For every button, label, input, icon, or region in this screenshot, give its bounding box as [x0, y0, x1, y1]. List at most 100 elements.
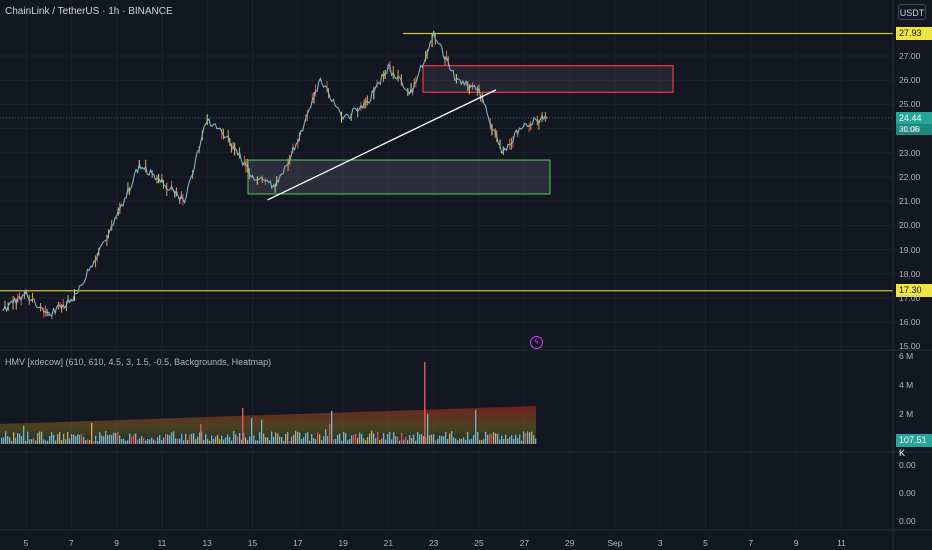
volume-bar	[205, 433, 207, 444]
volume-bar	[61, 439, 63, 444]
volume-bar	[495, 433, 497, 444]
volume-bar	[53, 435, 55, 444]
price-point	[319, 79, 322, 81]
volume-bar	[267, 437, 269, 444]
horizontal-levels	[0, 32, 893, 292]
date-tick-label: 25	[474, 538, 484, 548]
volume-bar	[173, 431, 175, 444]
indicator-title[interactable]: HMV [xdecow] (610, 610, 4.5, 3, 1.5, -0.…	[5, 357, 272, 367]
volume-bar	[345, 433, 347, 444]
price-point	[25, 292, 27, 294]
volume-bar	[425, 437, 427, 444]
volume-bar	[25, 440, 27, 444]
volume-bar	[527, 431, 529, 444]
volume-bar	[87, 439, 89, 444]
volume-bar	[1, 437, 3, 444]
currency-button[interactable]: USDT	[898, 4, 926, 20]
volume-bar	[297, 431, 299, 444]
volume-bar	[435, 440, 437, 444]
volume-bar	[49, 436, 51, 444]
volume-bar	[51, 432, 53, 444]
volume-bar	[177, 438, 179, 444]
volume-bar	[489, 433, 491, 444]
volume-pane	[0, 362, 537, 444]
volume-bar	[329, 423, 331, 444]
volume-bar	[379, 440, 381, 444]
volume-bar	[79, 434, 81, 444]
volume-bar	[281, 437, 283, 444]
volume-bar	[229, 436, 231, 444]
volume-bar	[493, 431, 495, 444]
volume-bar	[365, 440, 367, 444]
volume-bar	[285, 433, 287, 444]
volume-bar	[403, 439, 405, 444]
volume-bar	[135, 433, 137, 444]
volume-bar	[295, 431, 297, 444]
volume-bar	[47, 440, 49, 444]
volume-bar	[299, 432, 301, 444]
price-tick-label: 16.00	[899, 317, 921, 328]
volume-bar	[395, 436, 397, 444]
volume-bar	[199, 432, 201, 444]
volume-bar	[367, 436, 369, 444]
date-tick-label: 21	[383, 538, 394, 548]
volume-bar	[99, 432, 101, 444]
volume-bar	[465, 439, 467, 444]
volume-bar	[485, 431, 487, 444]
volume-bar	[391, 439, 393, 444]
volume-spike	[242, 408, 244, 444]
volume-bar	[225, 437, 227, 444]
volume-bar	[521, 440, 523, 444]
volume-bar	[479, 439, 481, 444]
volume-bar	[353, 435, 355, 444]
volume-bar	[279, 436, 281, 444]
volume-bar	[83, 436, 85, 444]
volume-bar	[471, 438, 473, 444]
volume-bar	[529, 432, 531, 444]
price-point	[523, 122, 526, 125]
flash-icon[interactable]: ϟ	[530, 336, 543, 349]
volume-bar	[117, 431, 119, 444]
volume-bar	[411, 437, 413, 444]
price-point	[206, 118, 208, 120]
volume-bar	[15, 437, 17, 444]
volume-bar	[499, 439, 501, 444]
volume-bar	[407, 439, 409, 444]
volume-bar	[201, 431, 203, 444]
volume-bar	[43, 439, 45, 444]
volume-bar	[233, 431, 235, 444]
price-tick-label: 25.00	[899, 99, 921, 110]
date-tick-label: 17	[293, 538, 303, 548]
volume-bar	[377, 431, 379, 444]
volume-bar	[347, 440, 349, 444]
volume-bar	[497, 433, 499, 444]
volume-bar	[237, 436, 239, 444]
date-tick-label: Sep	[607, 538, 623, 548]
volume-bar	[243, 432, 245, 444]
date-tick-label: 27	[519, 538, 530, 548]
volume-bar	[111, 435, 113, 444]
price-point	[455, 79, 458, 81]
volume-bar	[181, 433, 183, 444]
volume-bar	[107, 435, 109, 444]
bottom-level-badge: 17.30	[896, 284, 932, 297]
volume-bar	[183, 440, 185, 444]
chart-title: ChainLink / TetherUS · 1h · BINANCE	[5, 6, 173, 17]
volume-bar	[139, 438, 141, 444]
volume-bar	[433, 434, 435, 444]
date-tick-label: 9	[793, 538, 799, 548]
volume-bar	[137, 439, 139, 444]
volume-bar	[319, 434, 321, 444]
volume-bar	[109, 434, 111, 444]
volume-bar	[239, 432, 241, 444]
price-point	[364, 103, 367, 106]
volume-bar	[211, 435, 213, 444]
volume-bar	[417, 431, 419, 444]
volume-bar	[483, 438, 485, 444]
volume-bar	[531, 431, 533, 444]
volume-bar	[93, 440, 95, 444]
volume-bar	[363, 438, 365, 444]
volume-bar	[19, 433, 21, 444]
date-tick-label: 9	[114, 538, 119, 548]
